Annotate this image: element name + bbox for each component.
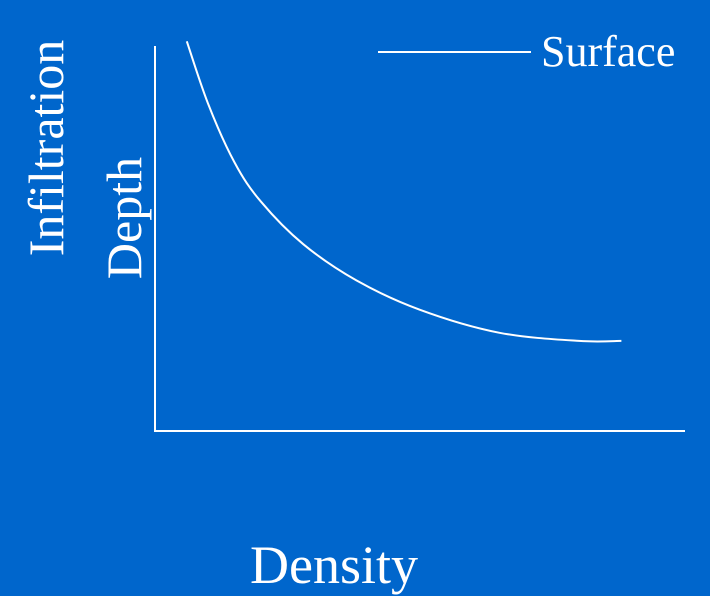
legend-label-surface: Surface bbox=[541, 27, 676, 76]
series-line-surface bbox=[185, 40, 622, 343]
x-axis-label: Density bbox=[250, 535, 418, 595]
y-axis-label-line2: Depth bbox=[96, 156, 152, 280]
y-axis-label-line1: Infiltration bbox=[18, 39, 74, 257]
